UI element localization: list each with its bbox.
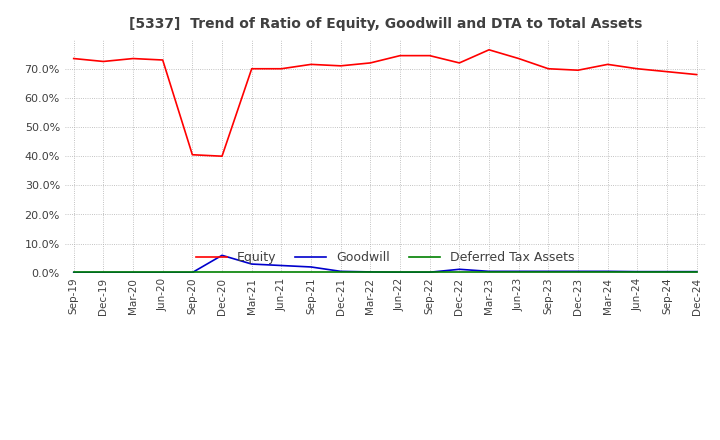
Deferred Tax Assets [188, 269, 197, 275]
Equity [248, 66, 256, 71]
Deferred Tax Assets [307, 269, 315, 275]
Deferred Tax Assets [158, 269, 167, 275]
Deferred Tax Assets [574, 269, 582, 275]
Equity [426, 53, 434, 58]
Equity [99, 59, 108, 64]
Equity [396, 53, 405, 58]
Equity [662, 69, 671, 74]
Equity [485, 47, 493, 52]
Equity [129, 56, 138, 61]
Equity [158, 57, 167, 62]
Deferred Tax Assets [69, 269, 78, 275]
Deferred Tax Assets [99, 269, 108, 275]
Equity [188, 152, 197, 158]
Deferred Tax Assets [277, 269, 286, 275]
Goodwill [633, 269, 642, 274]
Deferred Tax Assets [366, 269, 374, 275]
Goodwill [188, 270, 197, 275]
Goodwill [514, 269, 523, 274]
Deferred Tax Assets [396, 269, 405, 275]
Goodwill [574, 269, 582, 274]
Equity [307, 62, 315, 67]
Deferred Tax Assets [129, 269, 138, 275]
Goodwill [307, 264, 315, 270]
Goodwill [426, 270, 434, 275]
Goodwill [662, 269, 671, 274]
Deferred Tax Assets [485, 269, 493, 275]
Deferred Tax Assets [633, 269, 642, 275]
Deferred Tax Assets [426, 269, 434, 275]
Deferred Tax Assets [662, 269, 671, 275]
Equity [693, 72, 701, 77]
Equity [336, 63, 345, 69]
Goodwill [248, 261, 256, 267]
Equity [603, 62, 612, 67]
Goodwill [129, 270, 138, 275]
Goodwill [277, 263, 286, 268]
Line: Goodwill: Goodwill [73, 255, 697, 272]
Equity [455, 60, 464, 66]
Deferred Tax Assets [336, 269, 345, 275]
Equity [514, 56, 523, 61]
Title: [5337]  Trend of Ratio of Equity, Goodwill and DTA to Total Assets: [5337] Trend of Ratio of Equity, Goodwil… [128, 18, 642, 32]
Deferred Tax Assets [514, 269, 523, 275]
Equity [217, 154, 226, 159]
Goodwill [158, 270, 167, 275]
Deferred Tax Assets [693, 269, 701, 275]
Goodwill [455, 267, 464, 272]
Deferred Tax Assets [455, 269, 464, 275]
Equity [574, 68, 582, 73]
Goodwill [99, 270, 108, 275]
Equity [366, 60, 374, 66]
Goodwill [366, 269, 374, 275]
Equity [69, 56, 78, 61]
Goodwill [69, 270, 78, 275]
Line: Equity: Equity [73, 50, 697, 156]
Goodwill [693, 269, 701, 274]
Equity [277, 66, 286, 71]
Goodwill [396, 270, 405, 275]
Goodwill [336, 269, 345, 274]
Deferred Tax Assets [544, 269, 553, 275]
Legend: Equity, Goodwill, Deferred Tax Assets: Equity, Goodwill, Deferred Tax Assets [191, 246, 580, 269]
Deferred Tax Assets [217, 269, 226, 275]
Equity [544, 66, 553, 71]
Goodwill [544, 269, 553, 274]
Equity [633, 66, 642, 71]
Deferred Tax Assets [248, 269, 256, 275]
Goodwill [217, 253, 226, 258]
Goodwill [485, 269, 493, 274]
Goodwill [603, 269, 612, 274]
Deferred Tax Assets [603, 269, 612, 275]
